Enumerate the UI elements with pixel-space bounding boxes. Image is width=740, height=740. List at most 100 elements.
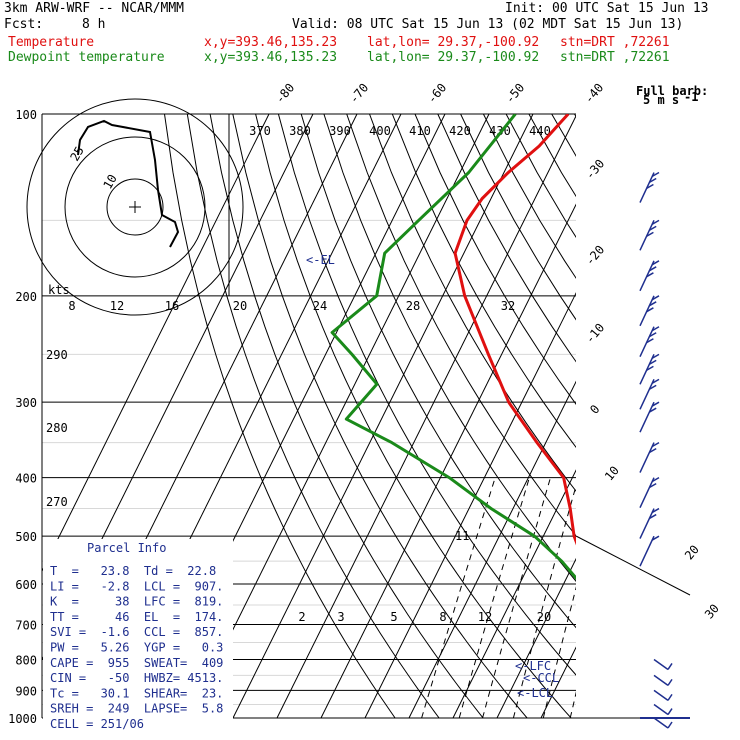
mixing-ratio-label: 8	[68, 299, 75, 313]
wind-barb	[639, 401, 660, 433]
temperature-legend-xy: x,y=393.46,135.23	[204, 35, 338, 50]
pressure-tick-label: 400	[15, 472, 37, 486]
mixing-ratio-label: 32	[501, 299, 515, 313]
wind-barb	[639, 326, 660, 358]
mixing-ratio-line	[606, 478, 662, 718]
wind-barb	[639, 219, 660, 251]
dry-adiabat	[437, 114, 576, 363]
dry-adiabat	[574, 114, 576, 118]
isotherm-label: 30	[702, 601, 722, 621]
isotherm	[452, 469, 576, 718]
isotherm-label: -80	[273, 81, 298, 107]
hodograph-unit-label: kts	[48, 283, 70, 297]
wind-barb	[639, 353, 660, 385]
parcel-info-row: CAPE = 955 SWEAT= 409	[50, 656, 223, 670]
isotherm-label: -40	[582, 81, 607, 107]
dry-adiabat	[460, 114, 576, 321]
hodograph-trace	[77, 119, 180, 248]
parcel-info-row: SREH = 249 LAPSE= 5.8	[50, 702, 223, 716]
hodograph-ring-label: 25	[67, 144, 86, 164]
theta-e-label: 290	[46, 348, 68, 362]
isotherm-label: 0	[587, 402, 602, 417]
parcel-info-title: Parcel Info	[87, 541, 166, 555]
wind-barb	[639, 535, 660, 567]
mixing-ratio-label: 28	[406, 299, 420, 313]
mixing-ratio-label: 20	[233, 299, 247, 313]
mixing-ratio-label: 5	[390, 610, 397, 624]
dewpoint-legend-station: stn=DRT ,72261	[560, 50, 670, 65]
parcel-info-row: Tc = 30.1 SHEAR= 23.	[50, 686, 223, 700]
isotherm	[320, 203, 576, 718]
pressure-tick-label: 800	[15, 653, 37, 667]
wind-barb	[653, 689, 673, 701]
pressure-tick-label: 600	[15, 578, 37, 592]
mixing-ratio-line	[630, 478, 683, 718]
dry-adiabat	[391, 114, 576, 449]
theta-label: 440	[529, 124, 551, 138]
mixing-ratio-label: 3	[337, 610, 344, 624]
pressure-tick-label: 300	[15, 396, 37, 410]
wind-barb	[653, 703, 673, 716]
mixing-ratio-line	[569, 691, 576, 718]
dry-adiabat	[620, 114, 740, 718]
mixing-ratio-line	[458, 477, 530, 718]
dry-adiabat	[505, 114, 576, 238]
mixing-ratio-label: 8	[439, 610, 446, 624]
dewpoint-legend-name: Dewpoint temperature	[8, 50, 165, 65]
isotherm	[585, 114, 740, 718]
isotherm-label: -70	[347, 81, 372, 107]
hodograph-ring	[26, 98, 244, 316]
theta-label: 400	[369, 124, 391, 138]
parcel-info-row: TT = 46 EL = 174.	[50, 610, 223, 624]
isotherm	[717, 114, 740, 718]
dewpoint-legend-xy: x,y=393.46,135.23	[204, 50, 338, 65]
wind-barb	[639, 260, 660, 292]
dewpoint-profile	[330, 114, 576, 581]
isotherm-label: -60	[425, 81, 450, 107]
isotherm	[42, 114, 270, 573]
lfc-label: <-LFC	[515, 659, 551, 673]
wind-barb	[653, 658, 673, 671]
hodograph-ring	[64, 136, 206, 278]
dry-adiabat	[369, 114, 576, 492]
mixing-ratio-label: 12	[110, 299, 124, 313]
pressure-tick-label: 900	[15, 684, 37, 698]
init-time: Init: 00 UTC Sat 15 Jun 13	[505, 1, 709, 16]
theta-label: 420	[449, 124, 471, 138]
skew-edge	[575, 535, 691, 596]
ccl-label: <-CCL	[523, 671, 559, 685]
parcel-info-row: CIN = -50 HWBZ= 4513.	[50, 671, 223, 685]
theta-label: 410	[409, 124, 431, 138]
pressure-tick-label: 1000	[8, 712, 37, 726]
valid-time: Valid: 08 UTC Sat 15 Jun 13 (02 MDT Sat …	[292, 17, 684, 32]
dry-adiabat	[232, 114, 528, 718]
isotherm	[364, 292, 576, 718]
mixing-ratio-line	[649, 478, 700, 718]
wind-barb	[639, 507, 660, 539]
dry-adiabat	[643, 114, 740, 718]
wind-barb	[639, 295, 660, 327]
dry-adiabat	[209, 114, 484, 718]
lcl-label: <-LCL	[517, 686, 553, 700]
isotherm	[188, 114, 490, 718]
temperature-legend-latlon: lat,lon= 29.37,-100.92	[367, 35, 540, 50]
hodograph-ring	[106, 178, 164, 236]
parcel-info-row: PW = 5.26 YGP = 0.3	[50, 641, 223, 655]
isotherm-label: -50	[503, 81, 528, 107]
barb-legend-value: 5 m s	[643, 93, 679, 107]
isotherm-label: 20	[682, 542, 702, 562]
hodograph-ring-label: 10	[100, 172, 119, 192]
wind-barb	[639, 171, 660, 203]
barb-legend-title: Full barb:	[636, 84, 708, 98]
isotherm-label: 10	[602, 463, 622, 483]
mixing-ratio-label: 2	[298, 610, 305, 624]
pressure-tick-label: 700	[15, 618, 37, 632]
isotherm	[629, 114, 740, 718]
theta-e-label: 270	[46, 495, 68, 509]
dry-adiabat	[551, 114, 576, 157]
theta-label: 390	[329, 124, 351, 138]
dry-adiabat	[186, 114, 440, 718]
parcel-info-row: CELL = 251/06	[50, 717, 144, 731]
temperature-legend-station: stn=DRT ,72261	[560, 35, 670, 50]
wind-barb	[639, 378, 660, 410]
